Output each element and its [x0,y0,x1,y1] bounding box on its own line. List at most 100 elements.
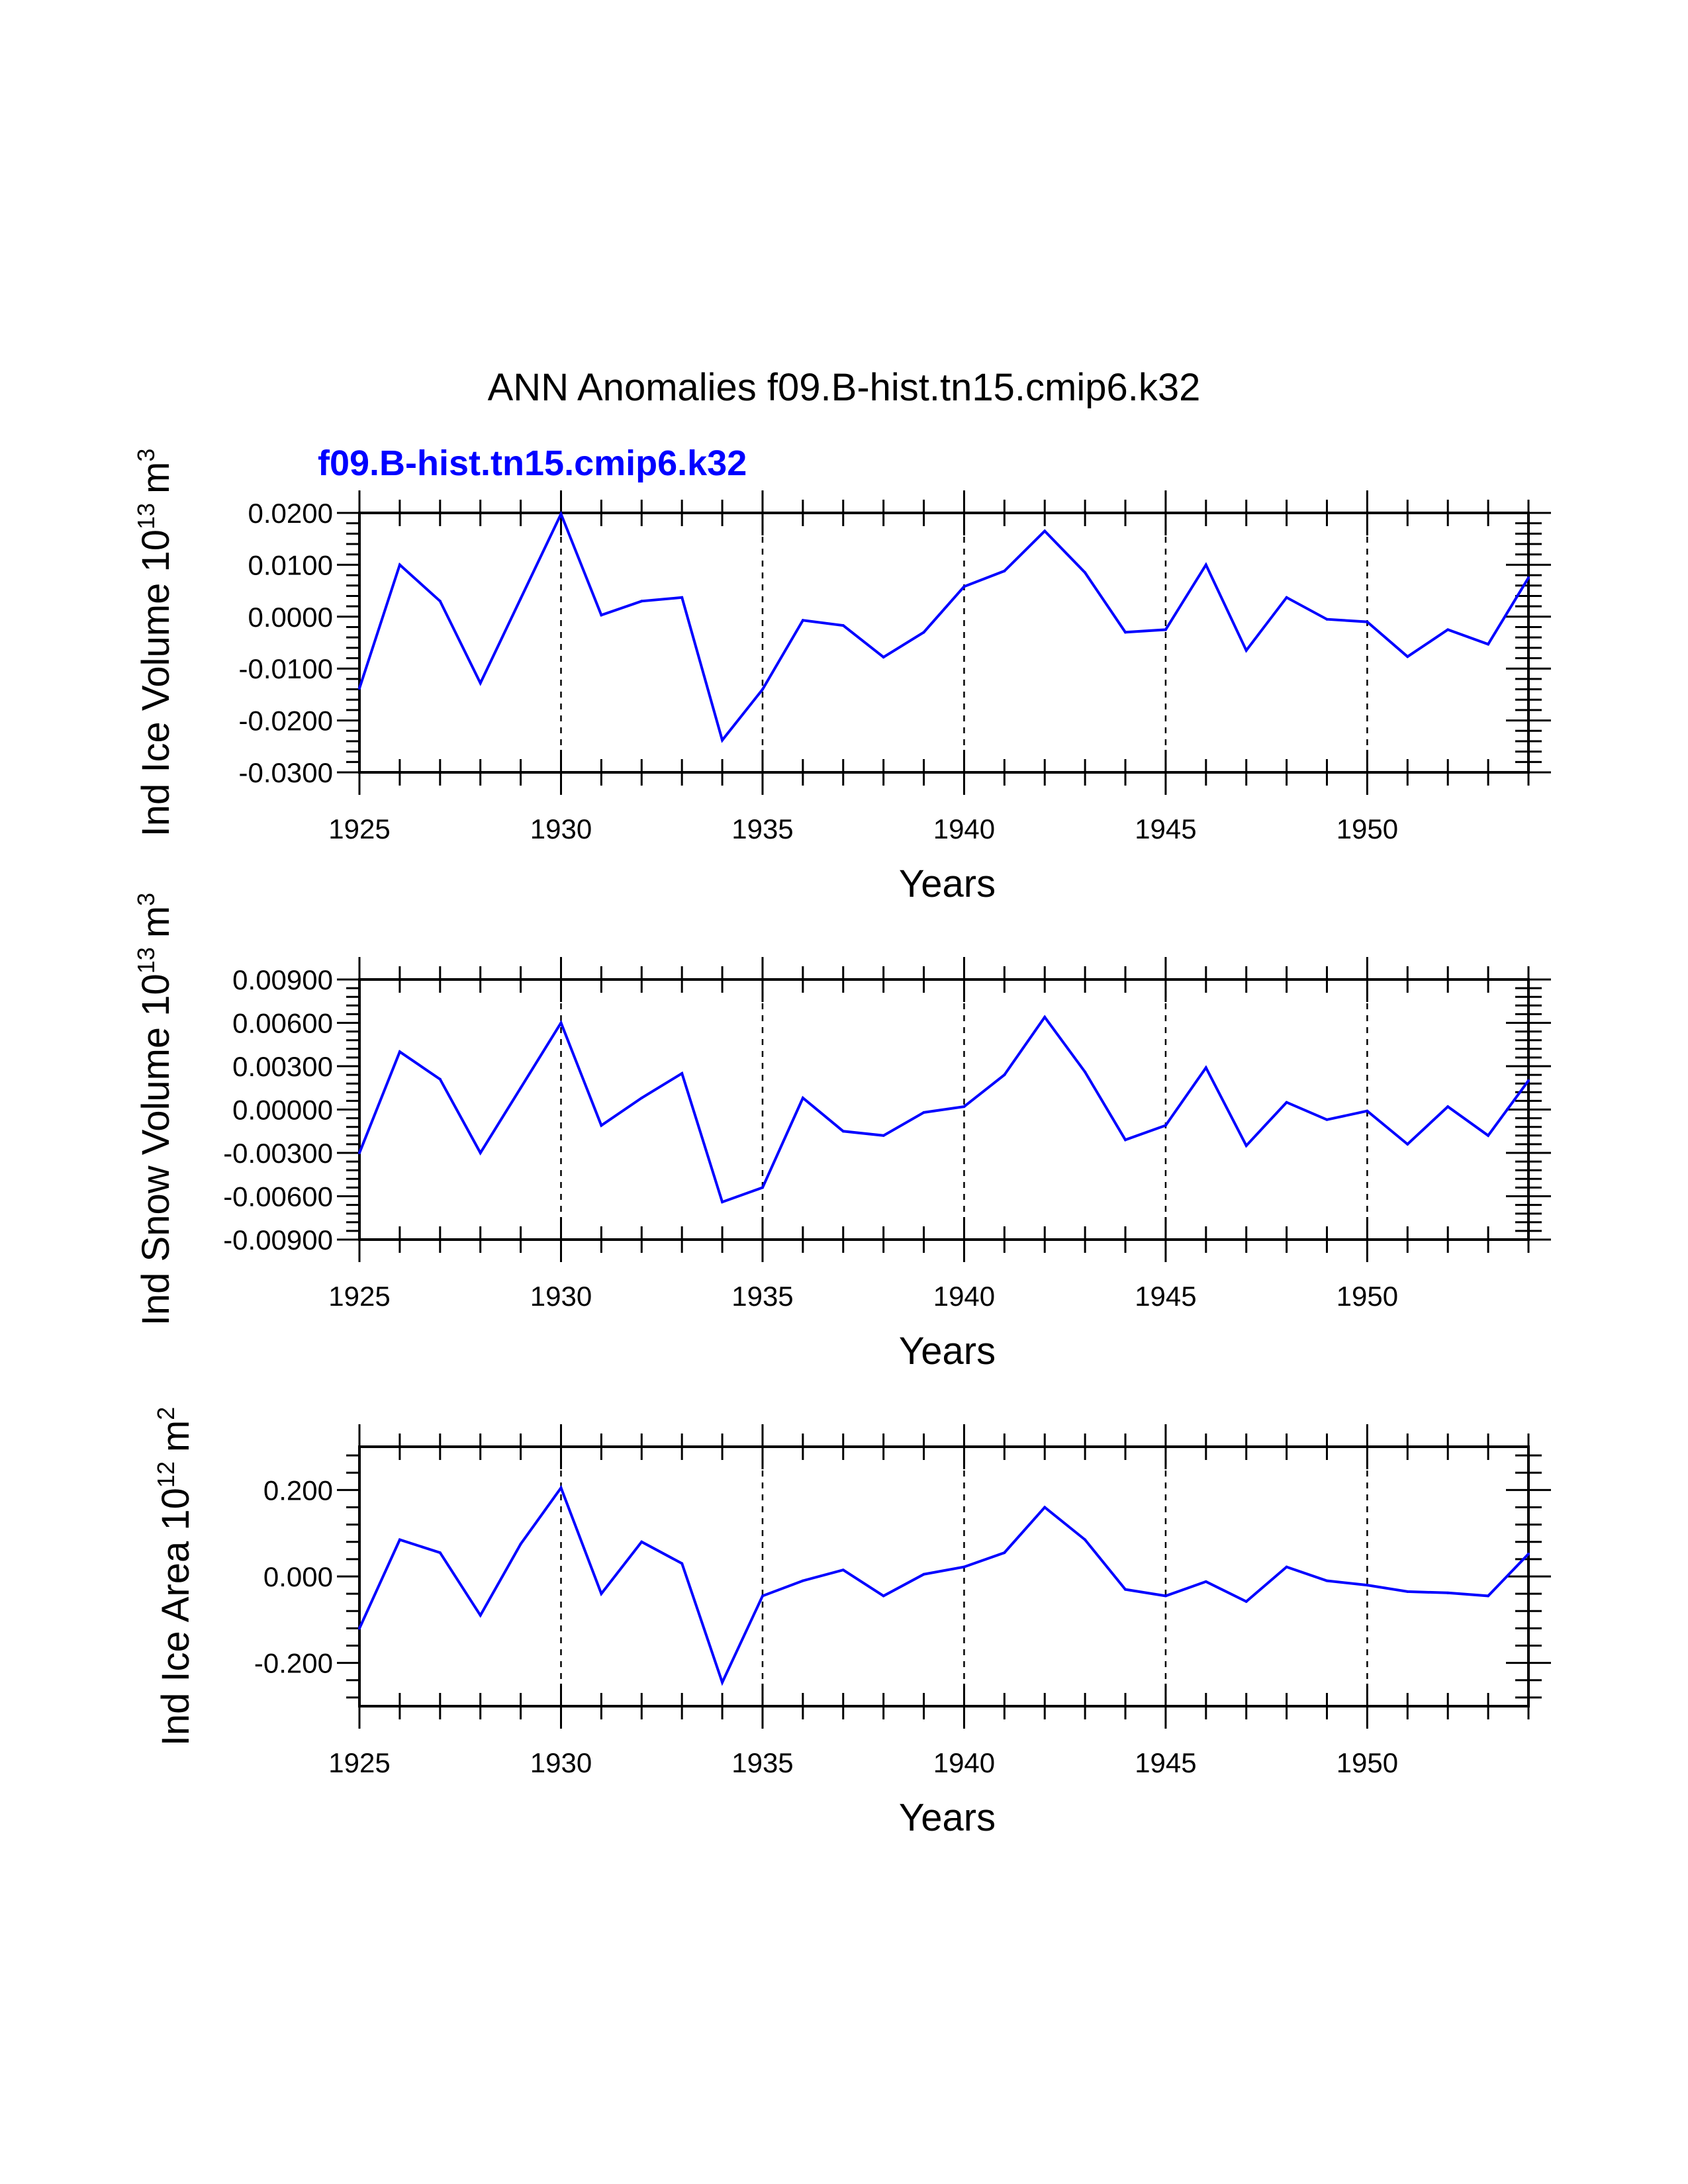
data-point [801,619,804,622]
y-tick-label: 0.0000 [248,602,333,633]
x-tick-label: 1945 [1135,1747,1196,1778]
data-point [1164,1594,1167,1598]
y-axis-title-part: Ind Snow Volume 10 [134,974,177,1326]
data-point [1043,529,1047,533]
y-axis-title-part: m [154,1420,197,1452]
plot-frame [358,1445,1530,1707]
data-point [1446,1591,1450,1594]
data-point [479,682,482,685]
data-point [1406,1142,1409,1146]
data-point [1285,1101,1288,1104]
data-point [1527,576,1530,579]
data-point [801,1579,804,1582]
y-tick-label: 0.00900 [232,964,333,995]
data-point [1244,1144,1248,1148]
data-point [438,600,442,603]
data-point [1124,1138,1127,1142]
y-tick-label: 0.0200 [248,498,333,529]
x-axis-title: Years [899,1796,996,1839]
y-axis-title-superscript: 3 [132,893,160,906]
chart-panel-2: -0.00900 -0.00600 -0.00300 0.00000 0.00300 0.… [132,893,1551,1373]
x-tick-label: 1950 [1336,813,1398,844]
y-axis-title-part: Ind Ice Area 10 [154,1488,197,1746]
x-tick-label: 1950 [1336,1281,1398,1312]
data-point [1487,1594,1490,1598]
x-tick-label: 1940 [933,1281,995,1312]
y-axis-title-part: m [134,462,177,494]
series-line [358,1484,1530,1686]
x-axis-title: Years [899,1330,996,1373]
data-point [1164,628,1167,631]
data-point [1084,571,1087,574]
x-tick-label: 1930 [530,1281,592,1312]
data-point [882,655,885,659]
data-point [640,600,643,603]
data-point [1366,1109,1369,1113]
y-tick-label: 0.000 [263,1561,333,1592]
data-point [721,1201,724,1204]
data-point [479,1614,482,1617]
data-point [559,512,563,516]
data-point [1003,569,1006,572]
x-tick-label: 1935 [731,1281,793,1312]
y-axis-title-superscript: 3 [132,449,160,462]
data-point [1487,1134,1490,1137]
y-tick-label: -0.0300 [239,757,333,788]
data-point [519,1086,522,1089]
y-tick-label: -0.200 [254,1648,333,1679]
chart-panels: -0.0300 -0.0200 -0.0100 0.0000 0.0100 0.0200 1… [132,449,1551,1839]
data-point [1164,1124,1167,1127]
y-tick-label: 0.00600 [232,1008,333,1039]
data-point [1366,620,1369,623]
data-point [1325,1579,1329,1582]
data-point [1325,617,1329,621]
y-axis-title: Ind Snow Volume 1013 m3 [132,893,177,1326]
data-point [600,1124,603,1127]
x-tick-label: 1925 [328,1281,390,1312]
data-point [1204,1066,1207,1069]
y-tick-label: 0.200 [263,1475,333,1506]
y-axis-title-superscript: 2 [152,1407,179,1420]
x-tick-label: 1950 [1336,1747,1398,1778]
data-point [882,1134,885,1137]
data-point [1244,1600,1248,1603]
y-axis-title: Ind Ice Volume 1013 m3 [132,449,177,837]
data-point [1406,1590,1409,1593]
y-axis-title-part: Ind Ice Volume 10 [134,529,177,837]
plot-frame [358,978,1530,1241]
data-point [962,1565,966,1569]
data-point [438,1077,442,1081]
data-point [922,631,925,634]
data-point [680,596,684,599]
y-tick-label: 0.00000 [232,1095,333,1126]
data-point [1204,1580,1207,1583]
data-point [398,1050,401,1054]
x-tick-label: 1940 [933,1747,995,1778]
case-label: f09.B-hist.tn15.cmip6.k32 [318,443,747,483]
x-tick-label: 1945 [1135,1281,1196,1312]
y-axis-title-superscript: 13 [132,947,160,974]
data-point [519,1543,522,1545]
data-point [358,1627,361,1630]
data-point [1366,1584,1369,1587]
plot-frame [358,512,1530,774]
series-line [358,1015,1530,1204]
data-point [1244,649,1248,652]
y-axis-title: Ind Ice Area 1012 m2 [152,1407,197,1747]
x-tick-label: 1930 [530,1747,592,1778]
x-tick-label: 1935 [731,1747,793,1778]
data-point [922,1111,925,1114]
data-point [1285,596,1288,599]
data-point [559,1021,563,1024]
figure-title: ANN Anomalies f09.B-hist.tn15.cmip6.k32 [488,366,1201,409]
data-point [559,1486,563,1490]
y-tick-label: -0.0200 [239,705,333,737]
x-tick-label: 1930 [530,813,592,844]
data-point [519,597,522,600]
data-point [841,1569,845,1572]
y-tick-label: 0.00300 [232,1051,333,1082]
y-axis-title-superscript: 12 [152,1461,179,1488]
y-tick-label: 0.0100 [248,549,333,580]
data-point [640,1097,643,1100]
